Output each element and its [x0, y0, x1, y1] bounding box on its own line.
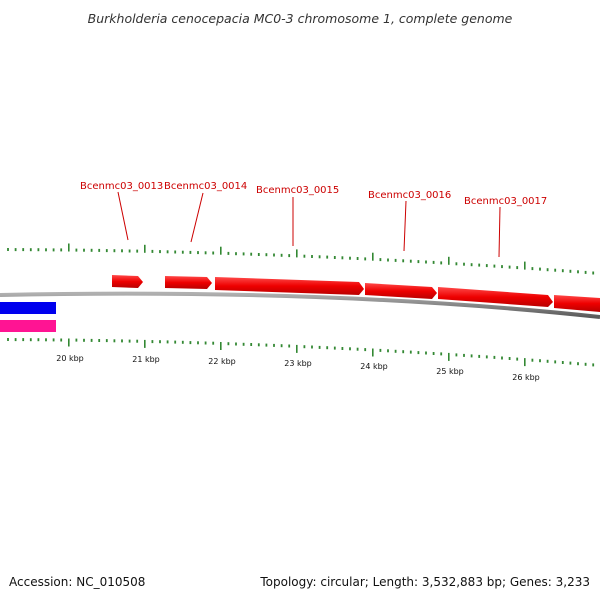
genome-summary-text: Topology: circular; Length: 3,532,883 bp…: [259, 575, 590, 589]
kbp-label-21: 21 kbp: [132, 355, 160, 364]
kbp-label-25: 25 kbp: [436, 367, 464, 376]
kbp-label-24: 24 kbp: [360, 362, 388, 371]
gene-arrow-bcenmc03-0015[interactable]: [365, 283, 437, 299]
kbp-label-23: 23 kbp: [284, 359, 312, 368]
gene-label-bcenmc03-0014[interactable]: Bcenmc03_0014: [164, 181, 247, 192]
lower-tick-ring: [7, 338, 595, 367]
accession-text: Accession: NC_010508: [9, 575, 145, 589]
genome-backbone: [0, 291, 600, 319]
leader-bcenmc03-0014: [190, 192, 204, 243]
map-title: Burkholderia cenocepacia MC0-3 chromosom…: [88, 11, 513, 26]
gene-arrow-bcenmc03-0016[interactable]: [438, 287, 553, 307]
gene-leaders: [117, 191, 501, 258]
track-blue: [0, 302, 56, 314]
gene-label-bcenmc03-0013[interactable]: Bcenmc03_0013: [80, 181, 163, 192]
kbp-label-22: 22 kbp: [208, 357, 236, 366]
gene-label-bcenmc03-0015[interactable]: Bcenmc03_0015: [256, 185, 339, 196]
upper-tick-ring: [7, 243, 595, 275]
leader-bcenmc03-0016: [403, 200, 407, 252]
gene-arrow-bcenmc03-0013[interactable]: [165, 276, 212, 289]
leader-bcenmc03-0017: [498, 206, 501, 258]
kbp-label-26: 26 kbp: [512, 373, 540, 382]
gene-arrow-bcenmc03-0017[interactable]: [554, 295, 600, 312]
gene-label-bcenmc03-0017[interactable]: Bcenmc03_0017: [464, 196, 547, 207]
leader-bcenmc03-0013: [117, 191, 129, 241]
gene-arrow-bcenmc03-0014[interactable]: [215, 277, 364, 295]
kbp-label-20: 20 kbp: [56, 354, 84, 363]
gene-track: [112, 275, 600, 312]
track-pink: [0, 320, 56, 332]
gene-arrow-unlabeled[interactable]: [112, 275, 143, 288]
gene-label-bcenmc03-0016[interactable]: Bcenmc03_0016: [368, 190, 451, 201]
